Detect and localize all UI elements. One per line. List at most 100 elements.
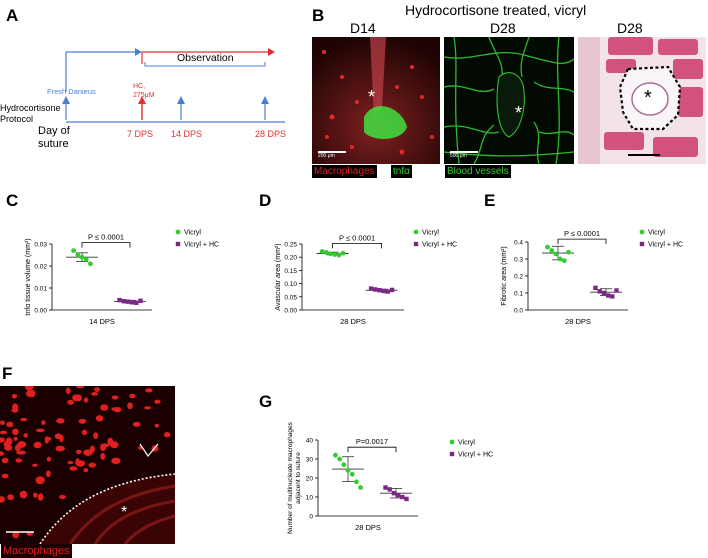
macrophage-cell	[83, 449, 93, 456]
day-of-suture-label: Day of suture	[38, 125, 70, 150]
macrophage-cell	[15, 458, 22, 463]
data-point	[332, 252, 338, 257]
data-point	[387, 487, 392, 492]
macrophage-cell	[27, 390, 32, 394]
macrophage-cell	[94, 387, 100, 392]
y-axis-label: tnfα tissue volume (mm³)	[25, 238, 32, 315]
legend-label: Vicryl + HC	[458, 452, 493, 459]
data-point	[125, 299, 131, 304]
data-point	[319, 248, 325, 254]
p-value: P=0.0017	[356, 437, 388, 446]
macrophage-cell	[35, 476, 45, 485]
data-point	[336, 252, 342, 258]
macrophage-cell	[3, 441, 9, 448]
panel-label-d: D	[259, 191, 272, 210]
scale-label-b1: 200 μm	[318, 153, 335, 159]
macrophage-cell	[88, 462, 97, 468]
macrophage-cell	[24, 386, 34, 391]
macrophage-cell	[111, 395, 119, 400]
data-point	[400, 494, 405, 500]
data-point	[597, 289, 602, 294]
significance-bracket	[81, 242, 131, 248]
data-point	[323, 250, 329, 255]
macrophage-cell	[91, 392, 98, 396]
macrophage-cell	[76, 449, 82, 454]
macrophage-cell	[12, 530, 20, 539]
macrophage-cell	[144, 406, 152, 410]
chart-e-fibrotic: 0.0 0.1 0.2 0.3 0.4 28 DPS Fibrotic area (mm²)…	[501, 229, 683, 326]
asterisk-b1: *	[368, 87, 376, 107]
y-tick-label: 0.00	[34, 308, 47, 315]
chart-g-multinucleate: 0 10 20 30 40 28 DPS Number of multinucleate m…	[287, 421, 493, 533]
y-tick-label: 0.02	[34, 264, 47, 271]
macrophage-cell	[145, 388, 153, 393]
macrophage-cell	[37, 493, 44, 501]
observation-bracket	[144, 62, 266, 67]
macrophage-cell	[81, 429, 88, 436]
panel-label-c: C	[6, 191, 19, 210]
macrophage-cell	[100, 443, 110, 448]
significance-bracket	[332, 242, 382, 249]
y-tick-label: 0.3	[514, 257, 523, 264]
y-tick-label: 0.05	[284, 294, 297, 301]
data-point	[395, 492, 401, 498]
legend-marker	[449, 439, 455, 445]
header-d28-vessels: D28	[490, 20, 516, 36]
panel-b-title: Hydrocortisone treated, vicryl	[405, 2, 587, 18]
macrophage-cell	[1, 457, 9, 464]
macrophage-cell	[111, 457, 121, 464]
data-point	[358, 485, 363, 490]
macrophage-cell	[16, 450, 26, 455]
macrophage-cell	[100, 404, 109, 411]
panel-label-f: F	[2, 364, 13, 383]
panel-label-g: G	[259, 392, 273, 411]
observation-label: Observation	[177, 52, 234, 64]
data-point	[601, 290, 607, 296]
y-tick-label: 0.20	[284, 255, 297, 262]
y-tick-label: 20	[306, 476, 314, 483]
macrophage-cell	[32, 463, 38, 467]
micrograph-d28-vessels: * 500 μm	[444, 37, 574, 164]
y-tick-label: 10	[306, 495, 314, 502]
y-axis-label: Fibrotic area (mm²)	[501, 246, 508, 306]
y-tick-label: 0.25	[284, 242, 297, 249]
asterisk-b2: *	[515, 103, 523, 123]
data-point	[381, 288, 386, 294]
data-point	[75, 252, 81, 258]
data-point	[349, 471, 355, 477]
macrophage-cell	[11, 394, 18, 399]
legend-label: Vicryl + HC	[648, 242, 683, 249]
legend-label: Vicryl + HC	[422, 242, 457, 249]
macrophage-cell	[78, 418, 87, 424]
legend-label: Vicryl	[648, 230, 665, 237]
macrophage-cell	[55, 445, 65, 452]
y-tick-label: 0.4	[514, 240, 523, 247]
macrophage-cell	[45, 437, 52, 441]
data-point	[561, 258, 567, 264]
macrophage-cell	[46, 470, 51, 478]
data-point	[391, 491, 397, 496]
micrograph-d28-histology: *	[578, 37, 706, 164]
asterisk-f: *	[121, 504, 128, 521]
macrophage-cell	[111, 407, 120, 411]
data-point	[557, 256, 563, 262]
data-point	[404, 496, 409, 502]
fresh-label: Fresh Danieus	[47, 87, 96, 96]
x-axis-label: 28 DPS	[355, 523, 381, 532]
legend-marker	[175, 229, 181, 235]
macrophage-cell	[75, 460, 86, 467]
significance-bracket	[347, 446, 397, 453]
data-point	[566, 249, 571, 255]
data-point	[385, 289, 391, 294]
macrophage-cell	[72, 396, 82, 402]
observation-arrow-head	[268, 48, 275, 56]
data-point	[610, 294, 615, 299]
macrophage-cell	[0, 437, 5, 443]
legend-marker	[639, 241, 645, 247]
protocol-diagram	[62, 48, 285, 123]
macrophage-cell	[33, 441, 42, 449]
header-d28-histology: D28	[617, 20, 643, 36]
macrophage-cell	[13, 437, 18, 441]
macrophage-cell	[59, 494, 66, 500]
tick-14dps: 14 DPS	[171, 129, 203, 139]
